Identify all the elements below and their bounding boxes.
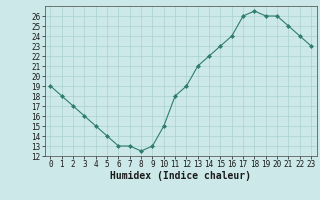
X-axis label: Humidex (Indice chaleur): Humidex (Indice chaleur): [110, 171, 251, 181]
